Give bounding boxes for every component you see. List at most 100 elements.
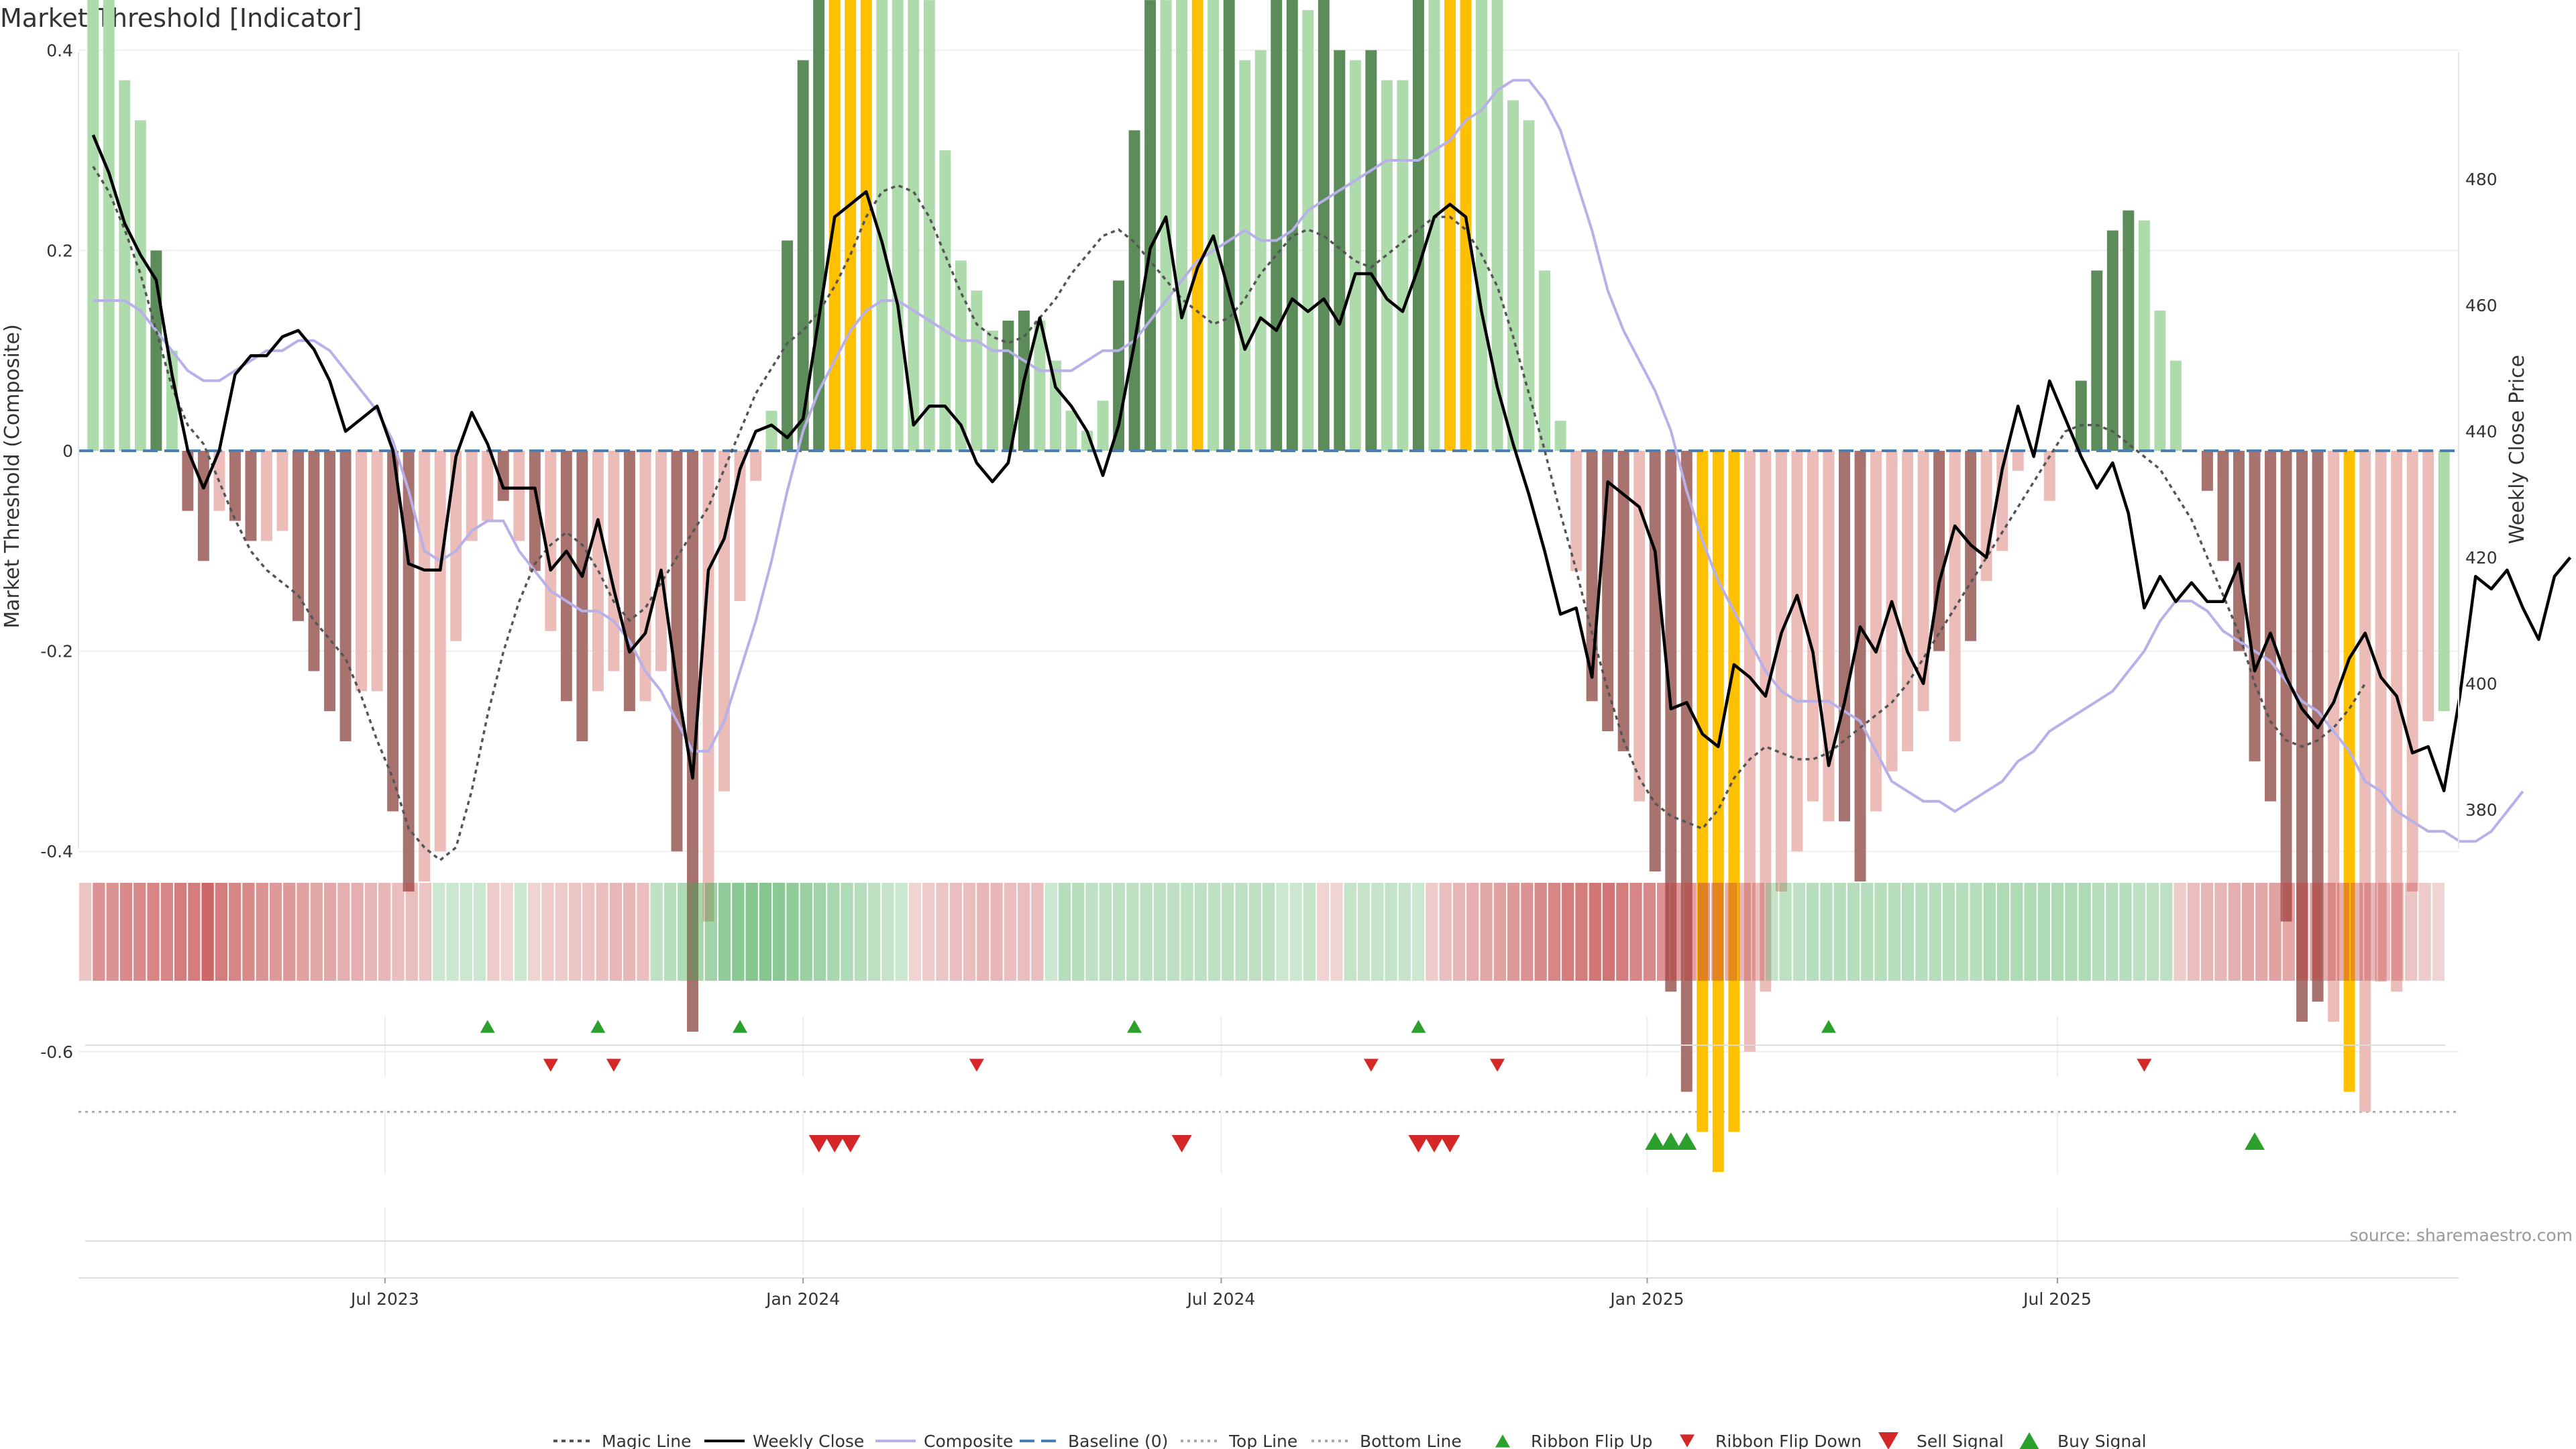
ribbon-cell xyxy=(1792,883,1806,981)
ribbon-cell xyxy=(1493,883,1506,981)
ribbon-flip-down-marker xyxy=(543,1059,558,1072)
ribbon-cell xyxy=(2405,883,2418,981)
composite-bar xyxy=(87,0,99,451)
ribbon-flip-down-marker xyxy=(606,1059,621,1072)
composite-bar xyxy=(1886,451,1898,771)
composite-bar xyxy=(750,451,762,481)
ribbon-cell xyxy=(1317,883,1330,981)
ribbon-cell xyxy=(93,883,105,981)
composite-bar xyxy=(1208,0,1220,451)
y2-tick-label: 420 xyxy=(2465,548,2498,568)
composite-bars xyxy=(87,0,2450,1172)
sell-signal-marker xyxy=(1440,1134,1460,1153)
ribbon-cell xyxy=(323,883,337,981)
ribbon-cell xyxy=(2391,883,2404,981)
weekly-close-line xyxy=(91,134,2572,793)
ribbon-cell xyxy=(1738,883,1751,981)
composite-bar xyxy=(1318,0,1330,451)
ribbon-cell xyxy=(555,883,568,981)
ribbon-cell xyxy=(119,883,133,981)
ribbon-cell xyxy=(963,883,976,981)
ribbon-cell xyxy=(1126,883,1139,981)
composite-bar xyxy=(939,150,951,451)
composite-bar xyxy=(1034,320,1046,451)
ribbon-cell xyxy=(1874,883,1887,981)
ribbon-cell xyxy=(2269,883,2282,981)
composite-bar xyxy=(1065,411,1077,451)
composite-bar xyxy=(1223,0,1235,451)
ribbon-cell xyxy=(474,883,486,981)
ribbon-cell xyxy=(1833,883,1846,981)
composite-bar xyxy=(2138,220,2150,451)
composite-bar xyxy=(623,451,635,712)
ribbon-cell xyxy=(895,883,908,981)
composite-bar xyxy=(529,451,541,572)
ribbon-cell xyxy=(460,883,472,981)
composite-bar xyxy=(860,0,872,451)
composite-bar xyxy=(2438,451,2450,712)
ribbon-cell xyxy=(297,883,309,981)
ribbon-flip-up-marker xyxy=(733,1020,748,1033)
ribbon-cell xyxy=(1575,883,1588,981)
ribbon-cell xyxy=(364,883,378,981)
composite-bar xyxy=(1791,451,1803,852)
ribbon-flip-up-marker xyxy=(590,1020,606,1033)
y2-tick-label: 460 xyxy=(2465,296,2498,315)
indicator-lines xyxy=(78,78,2572,862)
composite-bar xyxy=(2106,230,2118,451)
legend-label: Composite xyxy=(924,1432,1013,1449)
ribbon-cell xyxy=(2228,883,2241,981)
ribbon-cell xyxy=(1888,883,1900,981)
ribbon-cell xyxy=(1956,883,1969,981)
composite-bar xyxy=(1428,0,1440,451)
legend-item: Composite xyxy=(875,1432,1013,1449)
composite-bar xyxy=(2249,451,2261,761)
ribbon-flip-down-marker xyxy=(1490,1059,1505,1072)
ribbon-cell xyxy=(1657,883,1670,981)
legend-label: Top Line xyxy=(1228,1432,1297,1449)
y-tick-label: 0.2 xyxy=(46,241,73,260)
ribbon-cell xyxy=(1194,883,1207,981)
composite-bar xyxy=(702,451,714,922)
composite-bar xyxy=(1476,0,1487,451)
ribbon-cell xyxy=(1684,883,1697,981)
composite-bar xyxy=(1665,451,1677,992)
ribbon-cell xyxy=(283,883,296,981)
ribbon-cell xyxy=(691,883,704,981)
composite-bar xyxy=(1870,451,1882,812)
x-tick-label: Jul 2024 xyxy=(1186,1289,1256,1309)
composite-bar xyxy=(1144,0,1157,451)
composite-bar xyxy=(402,451,415,892)
ribbon-cell xyxy=(2418,883,2431,981)
ribbon-cell xyxy=(1412,883,1425,981)
ribbon-cell xyxy=(1929,883,1941,981)
ribbon-cell xyxy=(433,883,445,981)
ribbon-cell xyxy=(827,883,840,981)
ribbon-cell xyxy=(2174,883,2186,981)
ribbon-cell xyxy=(1725,883,1737,981)
composite-bar xyxy=(1302,10,1314,451)
composite-bar xyxy=(923,0,935,451)
composite-bar xyxy=(2265,451,2276,802)
composite-bar xyxy=(2123,210,2135,451)
composite-bar xyxy=(450,451,462,641)
composite-bar xyxy=(782,240,794,451)
ribbon-cell xyxy=(1044,883,1057,981)
ribbon-cell xyxy=(528,883,541,981)
composite-bar xyxy=(1823,451,1835,822)
ribbon-cell xyxy=(1697,883,1711,981)
ribbon-cell xyxy=(1847,883,1860,981)
composite-bar xyxy=(687,451,698,1032)
ribbon-cell xyxy=(1385,883,1397,981)
composite-bar xyxy=(2343,451,2355,1092)
composite-bar xyxy=(1902,451,1914,751)
ribbon-cell xyxy=(310,883,323,981)
ribbon-cell xyxy=(2364,883,2377,981)
ribbon-cell xyxy=(2092,883,2105,981)
ribbon-cell xyxy=(1996,883,2010,981)
ribbon-cell xyxy=(868,883,881,981)
ribbon-cell xyxy=(1031,883,1044,981)
ribbon-cell xyxy=(990,883,1003,981)
ribbon-flip-panel xyxy=(85,1016,2445,1077)
